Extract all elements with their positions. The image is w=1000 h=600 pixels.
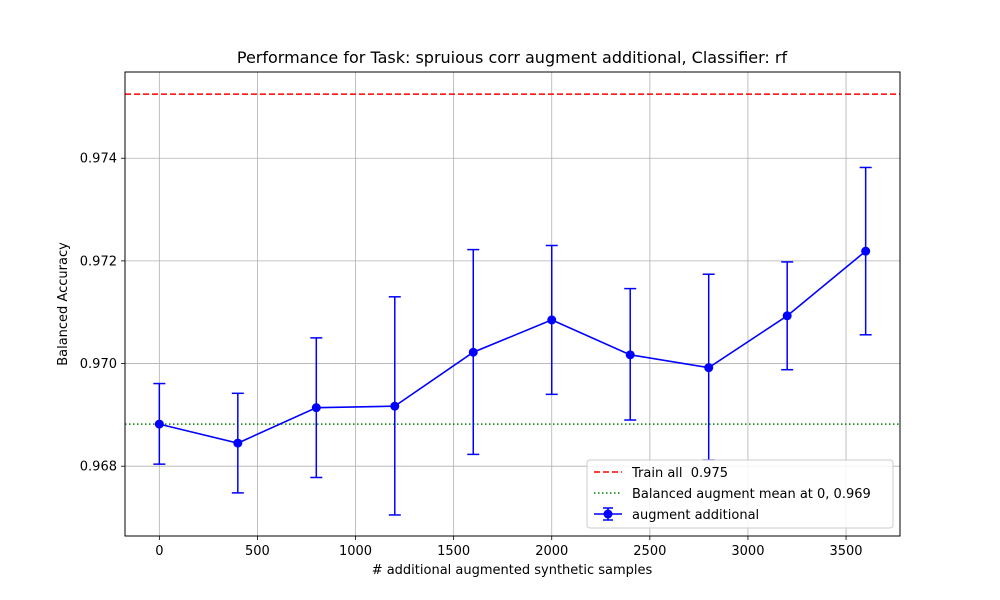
- x-tick-label: 2500: [633, 544, 666, 559]
- y-axis-label: Balanced Accuracy: [56, 242, 71, 366]
- data-point: [547, 315, 557, 325]
- data-point: [154, 419, 164, 429]
- x-tick-label: 1000: [339, 544, 372, 559]
- y-tick-label: 0.968: [80, 460, 117, 475]
- series-augment-additional: [153, 166, 872, 516]
- data-point: [782, 311, 792, 321]
- x-tick-label: 1500: [437, 544, 470, 559]
- data-point: [861, 246, 871, 256]
- data-point: [233, 438, 243, 448]
- data-point: [625, 350, 635, 360]
- chart-title: Performance for Task: spruious corr augm…: [237, 48, 788, 67]
- plot-area-frame: [124, 71, 901, 537]
- data-point: [311, 403, 321, 413]
- grid: [125, 72, 900, 536]
- x-axis: 0 500 1000 1500 2000 2500 3000 3500: [155, 536, 863, 559]
- x-tick-label: 500: [245, 544, 270, 559]
- legend: Train all 0.975 Balanced augment mean at…: [586, 459, 894, 529]
- x-tick-label: 0: [155, 544, 163, 559]
- x-tick-label: 3000: [731, 544, 764, 559]
- x-axis-label: # additional augmented synthetic samples: [372, 563, 653, 578]
- legend-balanced-mean-label: Balanced augment mean at 0, 0.969: [632, 487, 871, 502]
- y-tick-label: 0.974: [80, 152, 117, 167]
- legend-train-all-label: Train all 0.975: [631, 466, 728, 481]
- y-tick-label: 0.972: [80, 254, 117, 269]
- data-point: [468, 347, 478, 357]
- x-tick-label: 3500: [829, 544, 862, 559]
- series-line: [159, 250, 867, 444]
- y-tick-label: 0.970: [80, 357, 117, 372]
- y-axis: 0.968 0.970 0.972 0.974: [80, 152, 125, 475]
- legend-series-label: augment additional: [632, 508, 759, 523]
- data-point: [704, 363, 714, 373]
- data-point: [390, 401, 400, 411]
- x-tick-label: 2000: [535, 544, 568, 559]
- legend-box: [586, 459, 894, 529]
- legend-series-marker: [603, 509, 613, 519]
- reference-lines: [125, 93, 900, 425]
